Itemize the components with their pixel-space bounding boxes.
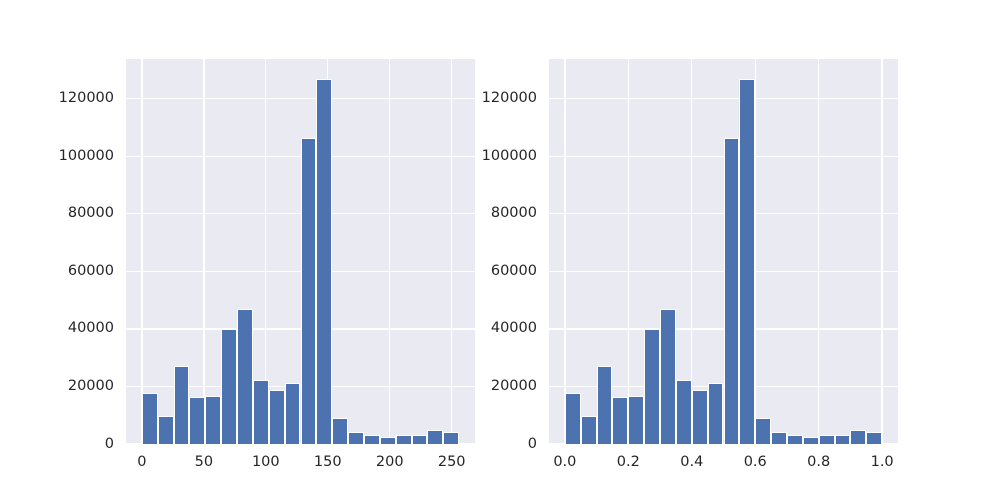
histogram-bar bbox=[691, 389, 708, 444]
histogram-bar bbox=[141, 393, 158, 444]
y-tick-label: 120000 bbox=[58, 90, 114, 107]
x-tick-label: 250 bbox=[437, 454, 466, 470]
histogram-bar bbox=[411, 435, 428, 444]
histogram-bar bbox=[237, 309, 253, 444]
histogram-bar bbox=[786, 435, 803, 444]
histogram-bar bbox=[379, 436, 396, 444]
y-tick-label: 20000 bbox=[490, 377, 537, 394]
histogram-bar bbox=[850, 430, 867, 444]
x-tick-label: 0.4 bbox=[680, 454, 704, 470]
y-tick-label: 60000 bbox=[490, 262, 537, 279]
x-tick-label: 0.8 bbox=[807, 454, 831, 470]
x-tick-label: 200 bbox=[375, 454, 404, 470]
histogram-bar bbox=[675, 380, 692, 444]
x-tick-label: 150 bbox=[313, 454, 342, 470]
histogram-bar bbox=[252, 380, 269, 444]
histogram-bar bbox=[596, 365, 613, 444]
histogram-bar bbox=[660, 309, 676, 444]
y-gridline bbox=[126, 443, 475, 445]
left-histogram-axes: 0 50 100 150 200 250 0 20000 40000 60000 80000 1000… bbox=[59, 59, 475, 470]
y-tick-label: 80000 bbox=[67, 205, 114, 222]
histogram-bar bbox=[284, 382, 301, 444]
histogram-bar bbox=[300, 137, 317, 444]
x-tick-label: 50 bbox=[194, 454, 214, 470]
y-gridline bbox=[549, 443, 898, 445]
histogram-bar bbox=[443, 431, 460, 444]
x-gridline bbox=[817, 59, 820, 444]
x-gridline bbox=[691, 59, 693, 444]
x-tick-label: 0 bbox=[137, 454, 147, 470]
histogram-bar bbox=[755, 417, 772, 444]
histogram-bar bbox=[189, 396, 206, 444]
histogram-bar bbox=[739, 78, 756, 444]
y-tick-label: 80000 bbox=[490, 205, 537, 222]
y-gridline bbox=[549, 98, 898, 100]
x-tick-label: 0.2 bbox=[616, 454, 640, 470]
y-tick-label: 100000 bbox=[58, 147, 114, 164]
histogram-bar bbox=[802, 436, 819, 444]
histogram-bar bbox=[580, 416, 597, 444]
histogram-bar bbox=[173, 365, 190, 444]
x-tick-label: 100 bbox=[251, 454, 280, 470]
histogram-bar bbox=[157, 416, 174, 444]
histogram-bar bbox=[723, 137, 740, 444]
y-tick-label: 120000 bbox=[481, 90, 537, 107]
y-tick-label: 40000 bbox=[490, 320, 537, 337]
x-gridline bbox=[451, 59, 453, 444]
histogram-bar bbox=[363, 435, 380, 444]
histogram-bar bbox=[427, 430, 444, 444]
x-gridline bbox=[881, 59, 883, 444]
bar-layer bbox=[126, 59, 475, 444]
histogram-bar bbox=[348, 432, 364, 444]
x-gridline bbox=[265, 59, 267, 444]
x-gridline bbox=[627, 59, 629, 444]
right-histogram-axes: 0.0 0.2 0.4 0.6 0.8 1.0 0 20000 40000 60000 80000 1… bbox=[482, 59, 898, 470]
y-tick-label: 20000 bbox=[67, 377, 114, 394]
x-tick-label: 1.0 bbox=[870, 454, 894, 470]
y-tick-label: 0 bbox=[527, 435, 537, 452]
histogram-bar bbox=[866, 431, 883, 444]
x-gridline bbox=[389, 59, 391, 444]
y-tick-label: 0 bbox=[104, 435, 114, 452]
histogram-bar bbox=[268, 389, 285, 444]
x-gridline bbox=[203, 59, 205, 444]
histogram-bar bbox=[628, 396, 645, 444]
y-tick-label: 60000 bbox=[67, 262, 114, 279]
x-tick-label: 0.6 bbox=[743, 454, 767, 470]
x-tick-label: 0.0 bbox=[553, 454, 577, 470]
histogram-bar bbox=[612, 396, 629, 444]
histogram-bar bbox=[395, 434, 412, 444]
histogram-bar bbox=[332, 417, 349, 444]
bar-layer bbox=[549, 59, 898, 444]
histogram-bar bbox=[316, 78, 333, 444]
histogram-bar bbox=[818, 434, 835, 444]
histogram-bar bbox=[707, 382, 724, 444]
x-gridline bbox=[564, 59, 566, 444]
histogram-bar bbox=[771, 432, 787, 444]
histogram-bar bbox=[834, 435, 851, 444]
histogram-bar bbox=[205, 396, 222, 444]
y-tick-label: 100000 bbox=[481, 147, 537, 164]
y-gridline bbox=[126, 98, 475, 100]
x-gridline bbox=[141, 59, 143, 444]
y-tick-label: 40000 bbox=[67, 320, 114, 337]
histogram-bar bbox=[564, 393, 581, 444]
histogram-bar bbox=[644, 328, 661, 444]
histogram-bar bbox=[221, 328, 238, 444]
